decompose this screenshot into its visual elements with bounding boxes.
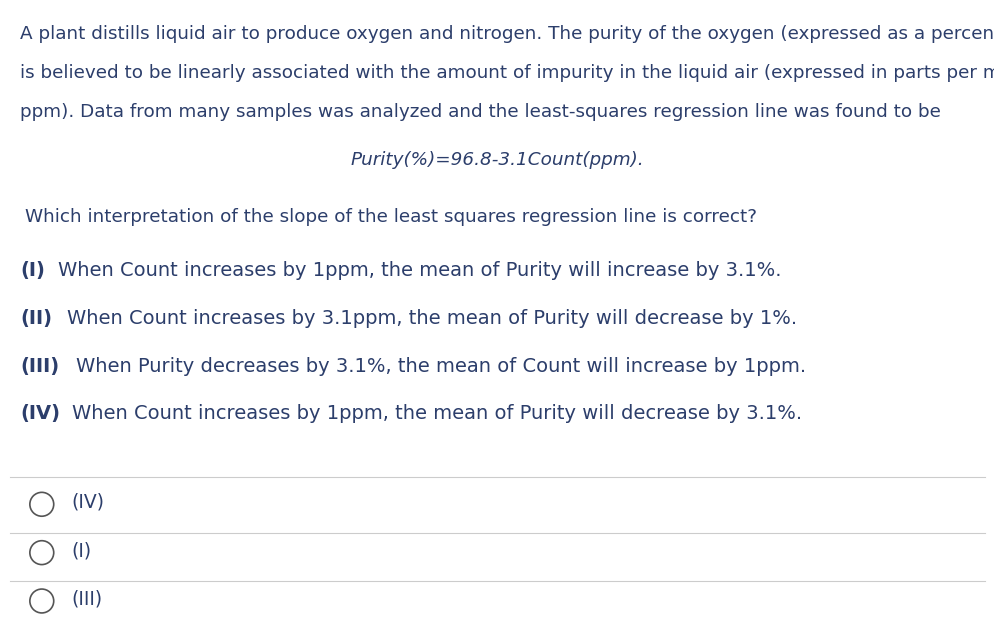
Text: (III): (III): [72, 590, 102, 609]
Text: When Count increases by 3.1ppm, the mean of Purity will decrease by 1%.: When Count increases by 3.1ppm, the mean…: [67, 309, 796, 328]
Text: is believed to be linearly associated with the amount of impurity in the liquid : is believed to be linearly associated wi…: [20, 64, 994, 82]
Text: (II): (II): [20, 309, 52, 328]
Text: (I): (I): [20, 261, 45, 280]
Text: When Count increases by 1ppm, the mean of Purity will decrease by 3.1%.: When Count increases by 1ppm, the mean o…: [72, 404, 801, 423]
Text: A plant distills liquid air to produce oxygen and nitrogen. The purity of the ox: A plant distills liquid air to produce o…: [20, 25, 994, 43]
Text: When Count increases by 1ppm, the mean of Purity will increase by 3.1%.: When Count increases by 1ppm, the mean o…: [58, 261, 780, 280]
Text: (I): (I): [72, 541, 91, 560]
Text: When Purity decreases by 3.1%, the mean of Count will increase by 1ppm.: When Purity decreases by 3.1%, the mean …: [76, 357, 805, 376]
Text: (IV): (IV): [20, 404, 60, 423]
Text: (III): (III): [20, 357, 59, 376]
Text: Which interpretation of the slope of the least squares regression line is correc: Which interpretation of the slope of the…: [25, 208, 756, 226]
Text: (IV): (IV): [72, 493, 104, 512]
Text: Purity(%)=96.8-3.1Count(ppm).: Purity(%)=96.8-3.1Count(ppm).: [350, 151, 644, 170]
Text: ppm). Data from many samples was analyzed and the least-squares regression line : ppm). Data from many samples was analyze…: [20, 103, 940, 121]
